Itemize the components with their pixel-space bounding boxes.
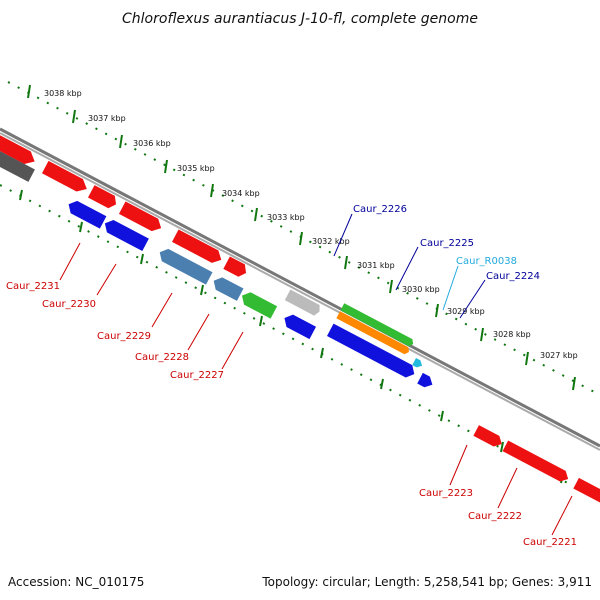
gene-arrow-caur-2224[interactable] xyxy=(417,372,435,390)
gene-label-caur-2228[interactable]: Caur_2228 xyxy=(135,352,189,363)
gene-label-caur-2230[interactable]: Caur_2230 xyxy=(42,299,96,310)
gene-label-caur-2223[interactable]: Caur_2223 xyxy=(419,488,473,499)
forward-strand xyxy=(0,133,424,369)
gene-arrow-caur-r0038[interactable] xyxy=(412,358,424,369)
gene-arrow-caur-2227[interactable] xyxy=(239,289,278,319)
gene-arrow-caur-2225-orange[interactable] xyxy=(336,311,410,355)
genome-backbone xyxy=(0,127,600,448)
gene-arrow-rev-gray[interactable] xyxy=(0,146,35,182)
scale-ticks xyxy=(19,84,576,484)
gene-arrow-caur-2229[interactable] xyxy=(156,246,213,285)
label-leaders-bottom xyxy=(59,242,573,536)
gene-label-caur-2226[interactable]: Caur_2226 xyxy=(353,204,407,215)
gene-arrow-fwd-6[interactable] xyxy=(223,256,249,279)
gene-arrow-fwd-2[interactable] xyxy=(41,160,90,195)
scale-label-3037: 3037 kbp xyxy=(88,114,126,123)
gene-label-caur-2231[interactable]: Caur_2231 xyxy=(6,281,60,292)
gene-arrow-caur-2226[interactable] xyxy=(284,289,322,317)
gene-arrow-caur-2221[interactable] xyxy=(573,477,600,508)
gene-label-caur-2224[interactable]: Caur_2224 xyxy=(486,271,540,282)
gene-arrow-caur-2228[interactable] xyxy=(210,275,244,301)
scale-label-3035: 3035 kbp xyxy=(177,164,215,173)
scale-label-3028: 3028 kbp xyxy=(493,330,531,339)
gene-label-caur-2225[interactable]: Caur_2225 xyxy=(420,238,474,249)
accession-text: Accession: NC_010175 xyxy=(8,575,144,589)
scale-label-3031: 3031 kbp xyxy=(357,261,395,270)
reverse-strand xyxy=(0,146,600,508)
gene-arrow-caur-2222[interactable] xyxy=(502,440,571,485)
gene-arrow-fwd-4[interactable] xyxy=(118,201,164,234)
gene-label-caur-2221[interactable]: Caur_2221 xyxy=(523,537,577,548)
gene-arrow-fwd-3[interactable] xyxy=(87,185,119,210)
scale-label-3030: 3030 kbp xyxy=(402,285,440,294)
genome-stats-text: Topology: circular; Length: 5,258,541 bp… xyxy=(261,575,592,589)
gene-label-caur-2229[interactable]: Caur_2229 xyxy=(97,331,151,342)
map-title: Chloroflexus aurantiacus J-10-fl, comple… xyxy=(122,11,478,27)
gene-label-caur-r0038[interactable]: Caur_R0038 xyxy=(456,256,517,267)
gene-label-caur-2222[interactable]: Caur_2222 xyxy=(468,511,522,522)
scale-label-3034: 3034 kbp xyxy=(222,189,260,198)
label-leaders-top xyxy=(333,213,486,319)
scale-label-3032: 3032 kbp xyxy=(312,237,350,246)
scale-label-3036: 3036 kbp xyxy=(133,139,171,148)
gene-arrow-caur-2226-rev[interactable] xyxy=(281,312,317,340)
gene-arrow-caur-2224-long[interactable] xyxy=(327,323,418,381)
gene-arrow-fwd-5[interactable] xyxy=(172,229,225,266)
gene-arrow-rev-blue-2[interactable] xyxy=(102,217,149,252)
gene-arrow-caur-2225[interactable] xyxy=(340,303,415,347)
gene-arrow-caur-2230[interactable] xyxy=(65,198,107,229)
scale-label-3027: 3027 kbp xyxy=(540,351,578,360)
scale-label-3029: 3029 kbp xyxy=(447,307,485,316)
gene-arrow-caur-2231-fwd[interactable] xyxy=(0,133,38,168)
gene-arrow-caur-2223[interactable] xyxy=(473,425,504,449)
scale-label-3038: 3038 kbp xyxy=(44,89,82,98)
gene-label-caur-2227[interactable]: Caur_2227 xyxy=(170,370,224,381)
genome-backbone-shadow xyxy=(0,132,600,451)
scale-label-3033: 3033 kbp xyxy=(267,213,305,222)
scale-ruler-outer xyxy=(7,81,600,396)
